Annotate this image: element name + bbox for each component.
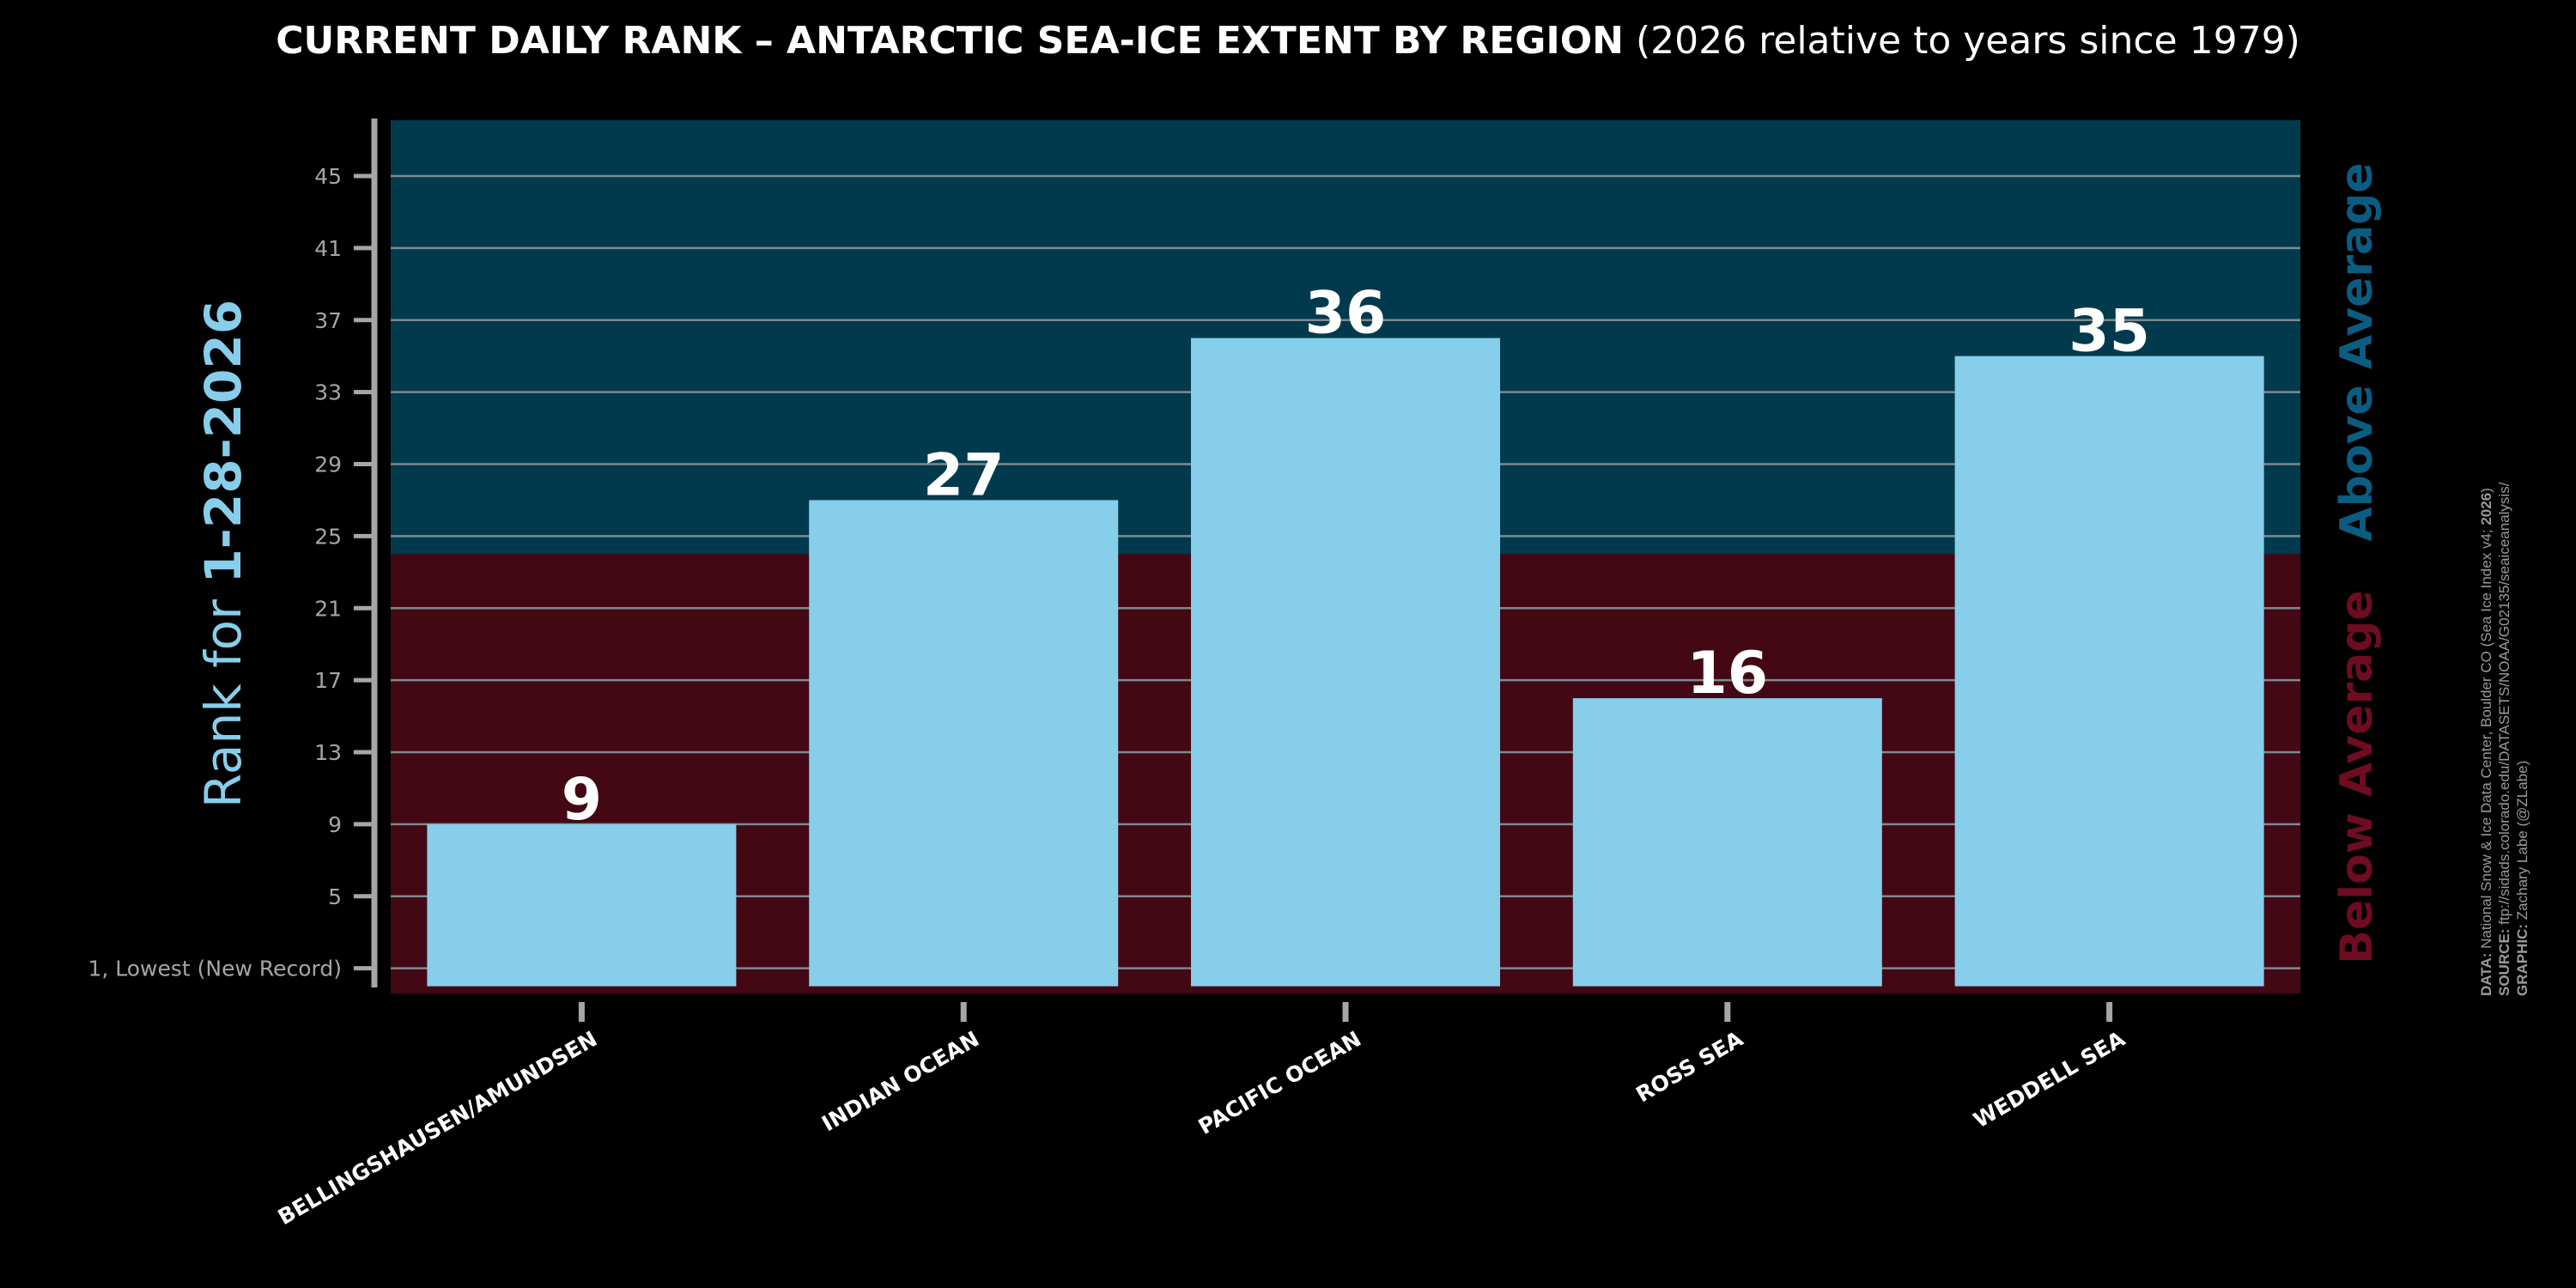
x-tick-label: WEDDELL SEA [1969,1026,2129,1133]
credit-graphic-label: GRAPHIC: [2514,923,2530,996]
y-label-prefix: Rank for [194,584,252,809]
y-axis-label: Rank for 1-28-2026 [194,300,252,808]
credits: DATA: National Snow & Ice Data Center, B… [2477,483,2531,996]
data-label: 16 [1686,640,1768,708]
y-tick-label: 1, Lowest (New Record) [88,957,342,981]
x-tick-label: BELLINGSHAUSEN/AMUNDSEN [274,1026,602,1230]
credit-data-close: ) [2478,488,2494,493]
chart-title: CURRENT DAILY RANK – ANTARCTIC SEA-ICE E… [0,19,2576,63]
above-average-label: Above Average [2331,162,2383,541]
credit-graphic-text: Zachary Labe (@ZLabe) [2514,760,2530,924]
y-tick-label: 33 [314,380,342,405]
data-label: 36 [1305,280,1387,348]
y-tick-label: 5 [328,884,342,909]
data-label: 9 [562,766,602,834]
y-tick-label: 21 [314,596,342,621]
y-tick-label: 45 [314,164,342,189]
bar-weddell-sea [1954,355,2264,987]
y-tick-label: 13 [314,740,342,765]
credit-data-year: 2026 [2478,492,2494,526]
y-tick-label: 17 [314,668,342,693]
y-tick-label: 29 [314,453,342,477]
credit-source-label: SOURCE: [2496,928,2512,996]
y-tick-label: 41 [314,236,342,261]
y-tick-label: 25 [314,524,342,549]
credit-data-label: DATA: [2478,952,2494,996]
bar-bellingshausen-amundsen [427,823,737,987]
x-tick-label: ROSS SEA [1631,1026,1747,1108]
below-average-label: Below Average [2331,590,2383,963]
bar-ross-sea [1572,698,1882,987]
title-subtitle: (2026 relative to years since 1979) [1636,19,2300,63]
y-label-date: 1-28-2026 [194,300,252,584]
x-tick-label: PACIFIC OCEAN [1194,1026,1365,1139]
y-tick-label: 9 [328,812,342,837]
bar-pacific-ocean [1191,337,1500,987]
data-label: 27 [923,441,1005,509]
credit-source-text: ftp://sidads.colorado.edu/DATASETS/NOAA/… [2496,482,2512,929]
y-tick-label: 37 [314,308,342,333]
x-tick-label: INDIAN OCEAN [817,1026,983,1136]
credit-data-text: National Snow & Ice Data Center, Boulder… [2478,525,2494,953]
title-bold: CURRENT DAILY RANK – ANTARCTIC SEA-ICE E… [276,19,1624,63]
data-label: 35 [2069,298,2150,366]
bar-indian-ocean [809,500,1119,987]
